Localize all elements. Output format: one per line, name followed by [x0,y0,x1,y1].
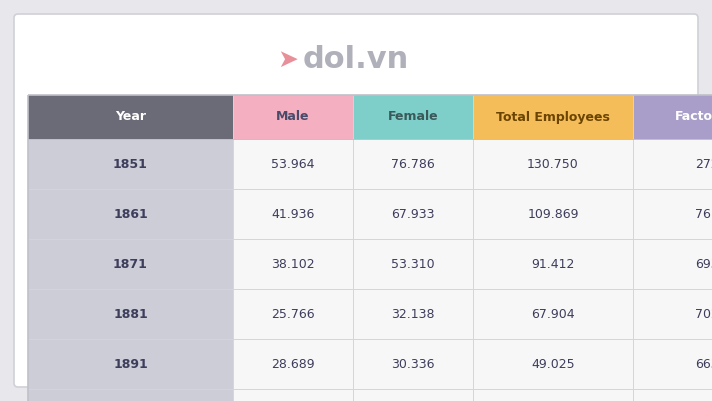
Bar [473,139,633,189]
Text: 702: 702 [695,308,712,320]
Text: 28.689: 28.689 [271,358,315,371]
Text: Factories: Factories [674,111,712,124]
Bar [233,339,353,389]
Text: 693: 693 [695,257,712,271]
Bar [473,95,633,139]
Bar [353,289,473,339]
Text: 1881: 1881 [113,308,148,320]
Bar [28,95,233,139]
Bar [233,139,353,189]
Text: 1891: 1891 [113,358,148,371]
Text: 1861: 1861 [113,207,148,221]
Text: 76.786: 76.786 [391,158,435,170]
Text: 67.904: 67.904 [531,308,575,320]
Text: 272: 272 [695,158,712,170]
Text: 30.336: 30.336 [392,358,435,371]
Text: ➤: ➤ [278,47,298,71]
Bar [28,95,712,401]
Bar [353,239,473,289]
Bar [353,339,473,389]
Bar [28,389,233,401]
Bar [233,95,353,139]
Text: 1851: 1851 [113,158,148,170]
Bar [353,389,473,401]
Text: 130.750: 130.750 [527,158,579,170]
Bar [353,189,473,239]
Text: 663: 663 [695,358,712,371]
Bar [473,339,633,389]
FancyBboxPatch shape [14,14,698,387]
Bar [353,95,473,139]
Bar [28,239,233,289]
Bar [353,139,473,189]
Bar [633,289,712,339]
Text: Year: Year [115,111,146,124]
Bar [473,389,633,401]
Bar [233,239,353,289]
Bar [633,189,712,239]
Bar [28,289,233,339]
Text: 67.933: 67.933 [392,207,435,221]
Text: 53.964: 53.964 [271,158,315,170]
Text: 1871: 1871 [113,257,148,271]
Bar [28,339,233,389]
Text: 91.412: 91.412 [531,257,575,271]
Bar [473,239,633,289]
Bar [473,289,633,339]
Text: 53.310: 53.310 [391,257,435,271]
Text: 109.869: 109.869 [528,207,579,221]
Text: 25.766: 25.766 [271,308,315,320]
Text: 32.138: 32.138 [392,308,435,320]
Text: Male: Male [276,111,310,124]
Bar [233,389,353,401]
Text: 761: 761 [695,207,712,221]
Bar [633,95,712,139]
Text: 41.936: 41.936 [271,207,315,221]
Bar [633,239,712,289]
Text: 49.025: 49.025 [531,358,575,371]
Bar [233,189,353,239]
Bar [633,389,712,401]
Text: dol.vn: dol.vn [303,45,409,74]
Bar [28,189,233,239]
Bar [633,339,712,389]
Bar [633,139,712,189]
Bar [473,189,633,239]
Bar [28,139,233,189]
Text: 38.102: 38.102 [271,257,315,271]
Bar [233,289,353,339]
Text: Female: Female [388,111,439,124]
Text: Total Employees: Total Employees [496,111,610,124]
